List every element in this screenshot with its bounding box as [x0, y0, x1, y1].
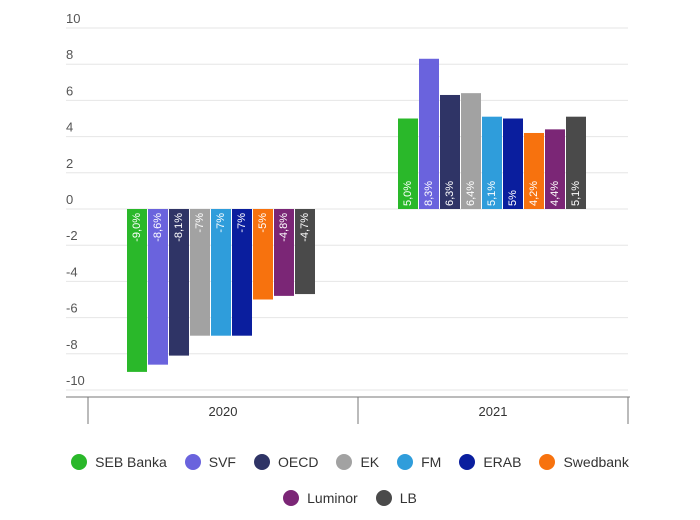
bar-swedbank: [253, 209, 273, 300]
legend-item[interactable]: FM: [397, 454, 441, 470]
bar-value-label: 5%: [507, 190, 519, 206]
bar-luminor: [545, 129, 565, 209]
bar-value-label: -7%: [215, 213, 227, 233]
bar-value-label: -4,7%: [299, 213, 311, 242]
bar-fm: [482, 116, 502, 209]
y-tick-label: 0: [66, 192, 73, 207]
legend-item[interactable]: Luminor: [283, 490, 358, 506]
bar-ek: [461, 93, 481, 209]
bar-value-label: -8,1%: [173, 213, 185, 242]
y-tick-label: 6: [66, 83, 73, 98]
bar-value-label: 5,0%: [402, 181, 414, 206]
bar-fm: [211, 209, 231, 336]
legend-swatch: [253, 454, 270, 470]
y-tick-label: -8: [66, 337, 78, 352]
bar-value-label: -7%: [194, 213, 206, 233]
bar-value-label: -5%: [257, 213, 269, 233]
legend: SEB Banka SVF OECD EK FM ERAB Swedbank Luminor…: [0, 448, 700, 520]
legend-item[interactable]: SVF: [184, 454, 236, 470]
bar-value-label: 4,4%: [549, 181, 561, 206]
bar-erab: [503, 118, 523, 209]
legend-swatch: [184, 454, 201, 470]
legend-swatch: [397, 454, 414, 470]
bar-value-label: 5,1%: [486, 181, 498, 206]
legend-item[interactable]: SEB Banka: [71, 454, 167, 470]
y-tick-label: -6: [66, 301, 78, 316]
bar-lb: [295, 209, 315, 295]
legend-label: OECD: [277, 454, 319, 470]
bar-erab: [232, 209, 252, 336]
bar-swedbank: [524, 132, 544, 209]
x-category-label: 2020: [209, 404, 238, 419]
y-tick-label: -2: [66, 228, 78, 243]
bar-luminor: [274, 209, 294, 296]
bar-value-label: -8,6%: [152, 213, 164, 242]
bar-value-label: -7%: [236, 213, 248, 233]
legend-swatch: [539, 454, 556, 470]
y-tick-label: -4: [66, 264, 78, 279]
bar-value-label: 5,1%: [570, 181, 582, 206]
y-tick-label: 4: [66, 120, 73, 135]
legend-label: FM: [421, 454, 442, 470]
legend-item[interactable]: EK: [336, 454, 379, 470]
y-tick-label: 2: [66, 156, 73, 171]
legend-swatch: [459, 454, 476, 470]
legend-swatch: [336, 454, 353, 470]
bar-value-label: 6,3%: [444, 181, 456, 206]
legend-label: Swedbank: [563, 454, 629, 470]
bar-value-label: -4,8%: [278, 213, 290, 242]
y-tick-label: -10: [66, 373, 85, 388]
legend-swatch: [71, 454, 88, 470]
legend-swatch: [375, 490, 392, 506]
legend-label: EK: [360, 454, 380, 470]
y-tick-label: 10: [66, 11, 80, 26]
y-tick-label: 8: [66, 47, 73, 62]
legend-item[interactable]: OECD: [253, 454, 319, 470]
legend-label: ERAB: [483, 454, 522, 470]
legend-label: SEB Banka: [95, 454, 167, 470]
legend-item[interactable]: ERAB: [459, 454, 521, 470]
bar-value-label: 4,2%: [528, 181, 540, 206]
legend-item[interactable]: LB: [375, 490, 417, 506]
bar-value-label: 8,3%: [423, 181, 435, 206]
legend-item[interactable]: Swedbank: [539, 454, 629, 470]
legend-label: Luminor: [307, 490, 358, 506]
legend-swatch: [283, 490, 300, 506]
bar-lb: [566, 116, 586, 209]
bar-chart: 10 8 6 4 2 0 -2 -4 -6 -8 -10 -9,0% 5,0% -8,6% 8,3% -8,…: [66, 11, 630, 424]
legend-label: SVF: [208, 454, 236, 470]
bar-svf: [148, 209, 168, 365]
bar-svf: [419, 58, 439, 209]
bar-ek: [190, 209, 210, 336]
bar-oecd: [169, 209, 189, 356]
bar-value-label: 6,4%: [465, 181, 477, 206]
x-axis: 2020 2021: [66, 396, 630, 424]
bar-seb-banka: [127, 209, 147, 372]
legend-row: Luminor LB: [0, 484, 700, 512]
legend-label: LB: [399, 490, 417, 506]
bar-value-label: -9,0%: [131, 213, 143, 242]
legend-row: SEB Banka SVF OECD EK FM ERAB Swedbank: [0, 448, 700, 476]
bars: -9,0% 5,0% -8,6% 8,3% -8,1% 6,3% -7% 6,4% -7% 5,1…: [127, 58, 586, 372]
x-category-label: 2021: [479, 404, 508, 419]
bar-seb-banka: [398, 118, 418, 209]
y-axis-ticks: 10 8 6 4 2 0 -2 -4 -6 -8 -10: [66, 11, 85, 388]
bar-oecd: [440, 94, 460, 209]
